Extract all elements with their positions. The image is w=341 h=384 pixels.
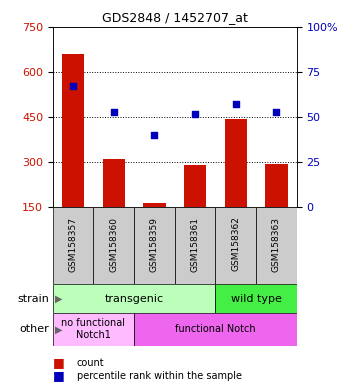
Title: GDS2848 / 1452707_at: GDS2848 / 1452707_at bbox=[102, 11, 248, 24]
Text: other: other bbox=[20, 324, 49, 334]
Bar bbox=[62, 54, 84, 207]
Point bbox=[71, 83, 76, 89]
Point bbox=[273, 109, 279, 115]
Text: transgenic: transgenic bbox=[105, 293, 164, 304]
Text: percentile rank within the sample: percentile rank within the sample bbox=[77, 371, 242, 381]
Text: functional Notch: functional Notch bbox=[175, 324, 256, 334]
Bar bbox=[256, 207, 297, 284]
Bar bbox=[53, 284, 216, 313]
Bar bbox=[175, 207, 216, 284]
Bar bbox=[265, 164, 287, 207]
Bar bbox=[184, 165, 206, 207]
Text: ■: ■ bbox=[53, 369, 64, 382]
Text: count: count bbox=[77, 358, 104, 368]
Bar bbox=[103, 159, 125, 207]
Point bbox=[152, 132, 157, 138]
Text: GSM158360: GSM158360 bbox=[109, 217, 118, 271]
Text: GSM158359: GSM158359 bbox=[150, 217, 159, 271]
Text: no functional
Notch1: no functional Notch1 bbox=[61, 318, 125, 340]
Text: GSM158363: GSM158363 bbox=[272, 217, 281, 271]
Bar bbox=[216, 207, 256, 284]
Text: ▶: ▶ bbox=[55, 293, 62, 304]
Bar bbox=[53, 207, 93, 284]
Bar bbox=[93, 207, 134, 284]
Bar bbox=[143, 203, 166, 207]
Text: ■: ■ bbox=[53, 356, 64, 369]
Text: GSM158362: GSM158362 bbox=[231, 217, 240, 271]
Text: ▶: ▶ bbox=[55, 324, 62, 334]
Text: GSM158357: GSM158357 bbox=[69, 217, 78, 271]
Point bbox=[192, 111, 198, 117]
Bar bbox=[134, 313, 297, 346]
Text: GSM158361: GSM158361 bbox=[191, 217, 199, 271]
Bar bbox=[53, 313, 134, 346]
Text: wild type: wild type bbox=[231, 293, 281, 304]
Point bbox=[111, 109, 117, 115]
Text: strain: strain bbox=[18, 293, 49, 304]
Bar bbox=[224, 119, 247, 207]
Point bbox=[233, 101, 238, 108]
Bar bbox=[134, 207, 175, 284]
Bar bbox=[216, 284, 297, 313]
